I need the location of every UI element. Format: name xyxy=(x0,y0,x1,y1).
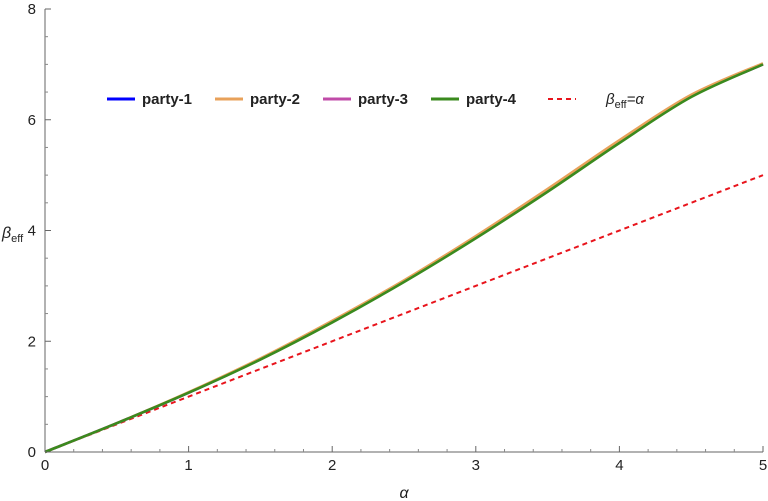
x-tick-label: 4 xyxy=(615,457,623,474)
series-line-5 xyxy=(44,174,764,453)
legend-label-2: party-2 xyxy=(250,91,300,108)
series-line-1 xyxy=(44,63,764,454)
y-tick-label: 2 xyxy=(28,333,36,350)
series-line-4 xyxy=(44,63,764,454)
legend-label-4: party-4 xyxy=(466,91,517,108)
x-tick-label: 1 xyxy=(184,457,192,474)
series-line-3 xyxy=(44,63,764,454)
y-tick-label: 6 xyxy=(28,112,36,129)
x-tick-label: 2 xyxy=(328,457,336,474)
y-tick-label: 8 xyxy=(28,1,36,18)
legend-label-sub: eff xyxy=(615,99,628,111)
y-axis-label-main: β xyxy=(1,225,11,242)
x-tick-label: 0 xyxy=(41,457,49,474)
axes xyxy=(44,8,764,453)
plot-curves xyxy=(44,62,764,454)
y-tick-label: 0 xyxy=(28,444,36,461)
y-tick-label: 4 xyxy=(28,223,36,240)
legend-label-1: party-1 xyxy=(142,91,192,108)
legend-label-beta: β xyxy=(605,91,615,108)
y-axis-label-sub: eff xyxy=(11,233,24,245)
legend: party-1 party-2 party-3 party-4 βeff=α xyxy=(107,91,644,111)
legend-label-3: party-3 xyxy=(358,91,408,108)
tick-labels: 0 1 2 3 4 5 0 2 4 6 8 xyxy=(28,1,768,474)
y-axis-label: βeff xyxy=(1,225,24,245)
x-axis-label: α xyxy=(399,485,409,501)
legend-label-5: βeff=α xyxy=(605,91,644,111)
x-tick-label: 5 xyxy=(759,457,767,474)
legend-label-rest: =α xyxy=(627,91,645,108)
series-line-2 xyxy=(44,62,764,454)
x-tick-label: 3 xyxy=(472,457,480,474)
